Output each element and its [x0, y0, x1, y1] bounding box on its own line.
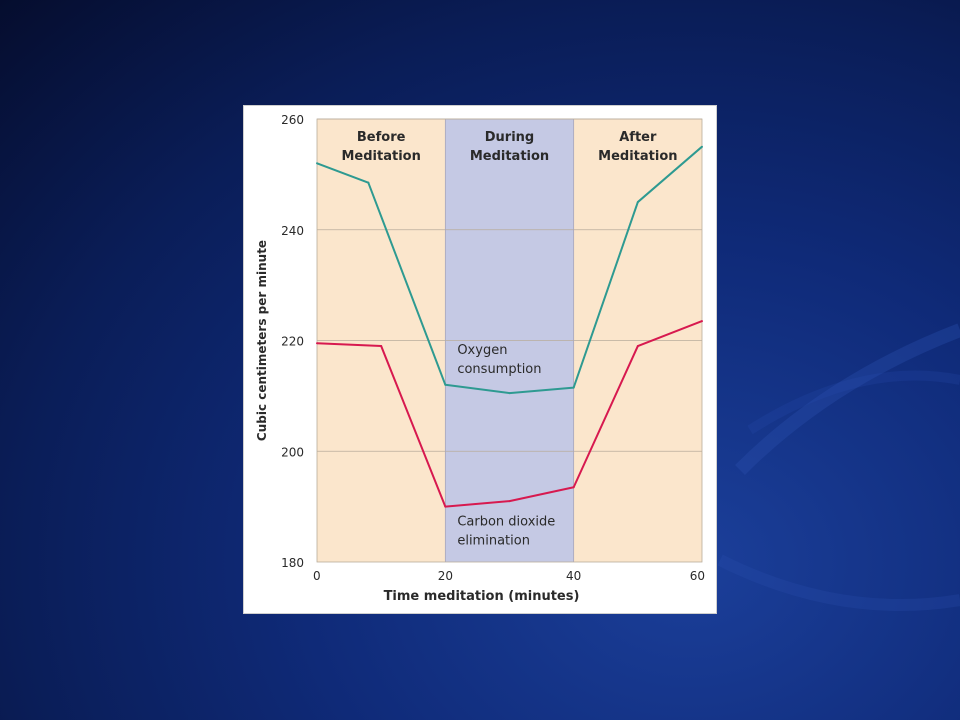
series-0-point-6 [701, 145, 703, 148]
series-0-point-4 [572, 386, 575, 389]
phase-label-0-1: Meditation [341, 149, 420, 164]
series-label-0-1: consumption [457, 362, 541, 377]
series-1-point-6 [701, 320, 703, 323]
series-1-point-2 [444, 505, 447, 508]
phase-label-1-0: During [485, 130, 534, 145]
series-0-point-5 [636, 201, 639, 204]
series-0-point-3 [508, 392, 511, 395]
series-0-point-2 [444, 383, 447, 386]
series-1-point-1 [380, 345, 383, 348]
y-tick-label-1: 200 [281, 445, 304, 459]
line-chart: Before Meditation During Meditation After Med… [255, 113, 705, 604]
series-1-point-3 [508, 500, 511, 503]
y-tick-label-2: 220 [281, 335, 304, 349]
x-tick-label-1: 20 [438, 569, 453, 583]
y-tick-label-4: 260 [281, 113, 304, 127]
series-0-point-1 [367, 181, 370, 184]
series-1-point-4 [572, 486, 575, 489]
phase-label-2-0: After [619, 130, 657, 145]
phase-label-1-1: Meditation [470, 149, 549, 164]
y-axis-title: Cubic centimeters per minute [255, 240, 269, 441]
phase-label-2-1: Meditation [598, 149, 677, 164]
series-1-point-0 [316, 342, 318, 345]
chart-card: Before Meditation During Meditation After Med… [243, 105, 717, 614]
series-label-0-0: Oxygen [457, 343, 507, 358]
x-axis-title: Time meditation (minutes) [384, 589, 580, 604]
y-tick-label-3: 240 [281, 224, 304, 238]
series-label-1-0: Carbon dioxide [457, 515, 555, 530]
y-tick-label-0: 180 [281, 556, 304, 570]
x-tick-label-0: 0 [313, 569, 321, 583]
x-tick-label-2: 40 [566, 569, 581, 583]
series-1-point-5 [636, 345, 639, 348]
series-0-point-0 [316, 162, 318, 165]
plot-frame [316, 118, 703, 563]
phase-label-0-0: Before [357, 130, 406, 145]
series-label-1-1: elimination [457, 534, 530, 549]
x-tick-label-3: 60 [690, 569, 705, 583]
